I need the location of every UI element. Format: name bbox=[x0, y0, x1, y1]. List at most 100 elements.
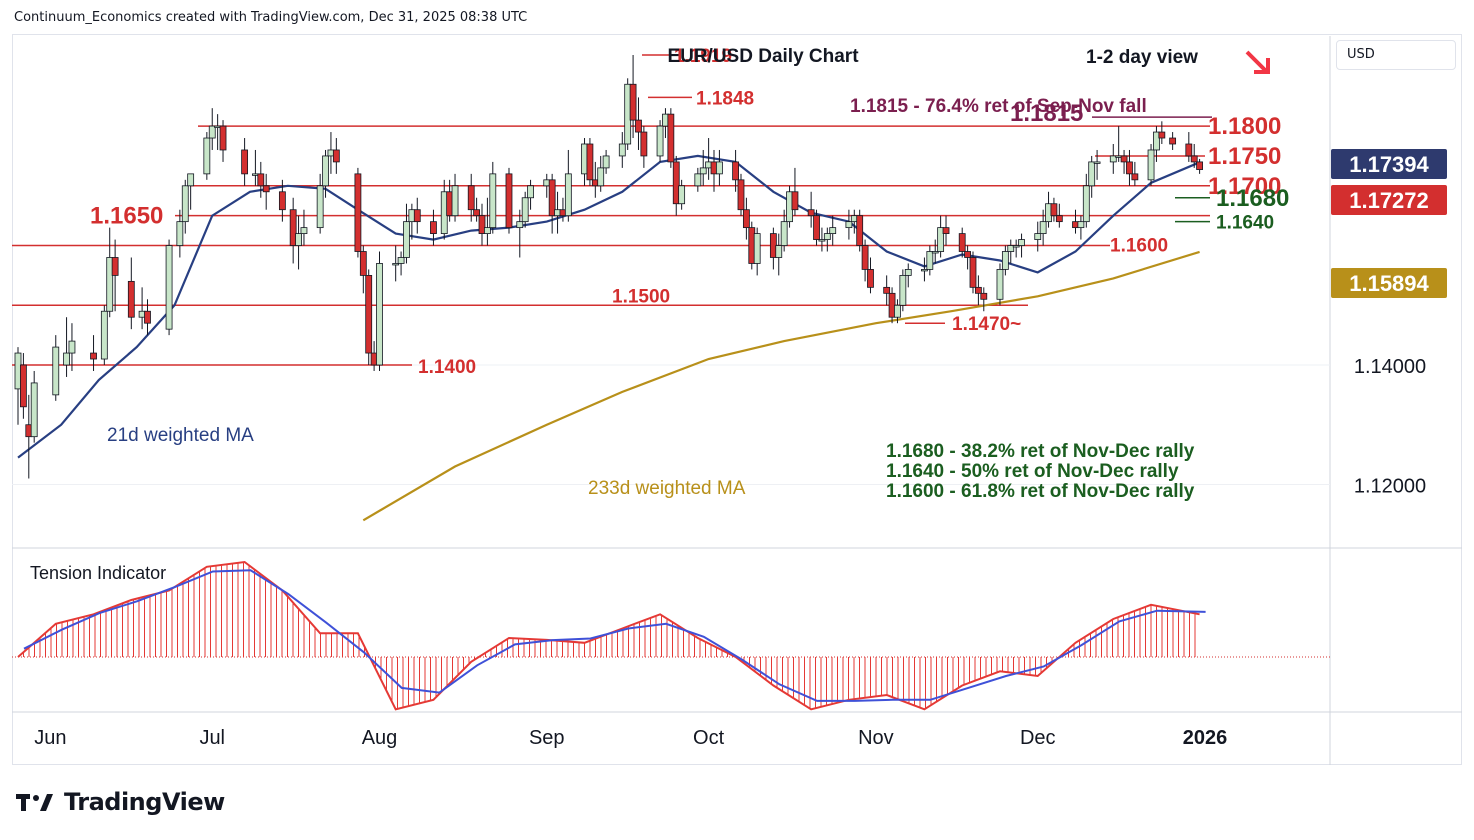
candle-body bbox=[904, 269, 912, 276]
candle-body bbox=[489, 173, 497, 229]
label-1400: 1.1400 bbox=[418, 357, 476, 378]
ma-233d-label: 233d weighted MA bbox=[588, 478, 746, 499]
price-badge: 1.17272 bbox=[1349, 188, 1429, 213]
tension-fast-line bbox=[17, 560, 1200, 711]
candle-body bbox=[203, 137, 211, 175]
label-1470: 1.1470~ bbox=[952, 314, 1021, 335]
candle-body bbox=[969, 257, 977, 288]
x-tick-label: Dec bbox=[1020, 727, 1056, 749]
label-1500: 1.1500 bbox=[612, 286, 670, 307]
x-tick-label: Nov bbox=[858, 727, 894, 749]
candle-body bbox=[1050, 203, 1058, 217]
arrow-down-right-icon bbox=[1245, 50, 1269, 74]
candle-body bbox=[823, 233, 831, 240]
chart-frame bbox=[12, 34, 1462, 765]
x-tick-label: Jul bbox=[199, 727, 225, 749]
label-1750: 1.1750 bbox=[1208, 143, 1281, 170]
label-1680: 1.1680 bbox=[1216, 185, 1289, 212]
candle-body bbox=[672, 161, 680, 205]
candle-body bbox=[467, 185, 475, 211]
candle-body bbox=[974, 286, 982, 294]
annotation-1680: 1.1680 - 38.2% ret of Nov-Dec rally bbox=[886, 441, 1195, 462]
candle-body bbox=[521, 197, 529, 223]
tradingview-logo-icon bbox=[16, 794, 53, 811]
candle-body bbox=[1120, 155, 1128, 163]
price-badge: 1.15894 bbox=[1349, 271, 1429, 296]
ma-21d-line bbox=[17, 154, 1201, 459]
chart-subtitle: 1-2 day view bbox=[1086, 47, 1198, 68]
candle-body bbox=[52, 346, 60, 396]
candle-body bbox=[1126, 161, 1133, 175]
candle-body bbox=[478, 215, 486, 234]
candle-body bbox=[1082, 185, 1090, 223]
currency-selector[interactable]: USD bbox=[1336, 40, 1456, 70]
candle-body bbox=[106, 257, 114, 312]
candle-body bbox=[1088, 161, 1096, 187]
tension-slow-line bbox=[23, 569, 1206, 702]
candle-body bbox=[68, 340, 76, 354]
tradingview-wordmark: TradingView bbox=[64, 788, 225, 816]
candle-body bbox=[618, 143, 626, 157]
candle-body bbox=[208, 125, 216, 139]
chart-credit: Continuum_Economics created with Trading… bbox=[14, 10, 528, 25]
candle-body bbox=[30, 382, 38, 438]
annotation-1815: 1.1815 - 76.4% ret of Sep-Nov fall bbox=[850, 96, 1147, 117]
candle-body bbox=[397, 257, 405, 264]
price-badge-bg bbox=[1331, 185, 1447, 215]
label-1848: 1.1848 bbox=[696, 88, 754, 109]
tradingview-brand[interactable]: TradingView bbox=[16, 788, 225, 816]
candle-body bbox=[1039, 221, 1047, 234]
candle-body bbox=[316, 185, 324, 229]
candle-body bbox=[775, 245, 783, 258]
candle-body bbox=[942, 227, 950, 234]
candle-body bbox=[1196, 161, 1204, 170]
candle-body bbox=[1093, 161, 1101, 164]
candle-body bbox=[1055, 215, 1063, 223]
candle-body bbox=[602, 155, 610, 169]
candle-body bbox=[899, 275, 907, 306]
price-badge: 1.17394 bbox=[1349, 152, 1429, 177]
candle-body bbox=[867, 269, 874, 288]
candle-body bbox=[176, 221, 184, 246]
candle-body bbox=[278, 191, 286, 211]
x-tick-label: Sep bbox=[529, 727, 565, 749]
candle-body bbox=[926, 251, 934, 270]
candle-body bbox=[1190, 155, 1198, 163]
candle-body bbox=[791, 191, 799, 211]
candle-body bbox=[1147, 149, 1155, 181]
label-1919: 1.1919 bbox=[674, 46, 732, 67]
candle-body bbox=[1153, 131, 1160, 151]
candle-body bbox=[527, 185, 534, 199]
candle-body bbox=[958, 233, 966, 252]
ma-21d-label: 21d weighted MA bbox=[107, 425, 254, 446]
candle-body bbox=[300, 227, 308, 234]
candle-body bbox=[359, 251, 367, 276]
candle-body bbox=[1001, 251, 1009, 270]
x-tick-label: Jun bbox=[34, 727, 66, 749]
candle-body bbox=[861, 245, 869, 270]
candle-body bbox=[1109, 155, 1117, 163]
candle-body bbox=[1018, 239, 1025, 246]
y-tick-label: 1.14000 bbox=[1354, 356, 1426, 378]
candle-body bbox=[403, 221, 410, 258]
candle-body bbox=[1158, 131, 1166, 139]
label-1700: 1.1700 bbox=[1208, 173, 1281, 200]
candle-body bbox=[484, 227, 491, 234]
candle-body bbox=[883, 286, 891, 294]
x-tick-label: Oct bbox=[693, 727, 725, 749]
candle-body bbox=[322, 155, 329, 187]
candle-body bbox=[964, 251, 971, 258]
candle-body bbox=[392, 263, 400, 266]
candle-body bbox=[144, 310, 151, 324]
candle-body bbox=[241, 149, 249, 175]
candle-body bbox=[219, 125, 227, 151]
candle-body bbox=[667, 113, 675, 163]
candle-body bbox=[856, 215, 864, 246]
candle-body bbox=[780, 221, 788, 246]
y-tick-label: 1.12000 bbox=[1354, 475, 1426, 497]
candle-body bbox=[354, 173, 362, 252]
candle-body bbox=[635, 119, 642, 133]
candle-body bbox=[629, 83, 637, 121]
candle-body bbox=[716, 161, 723, 175]
